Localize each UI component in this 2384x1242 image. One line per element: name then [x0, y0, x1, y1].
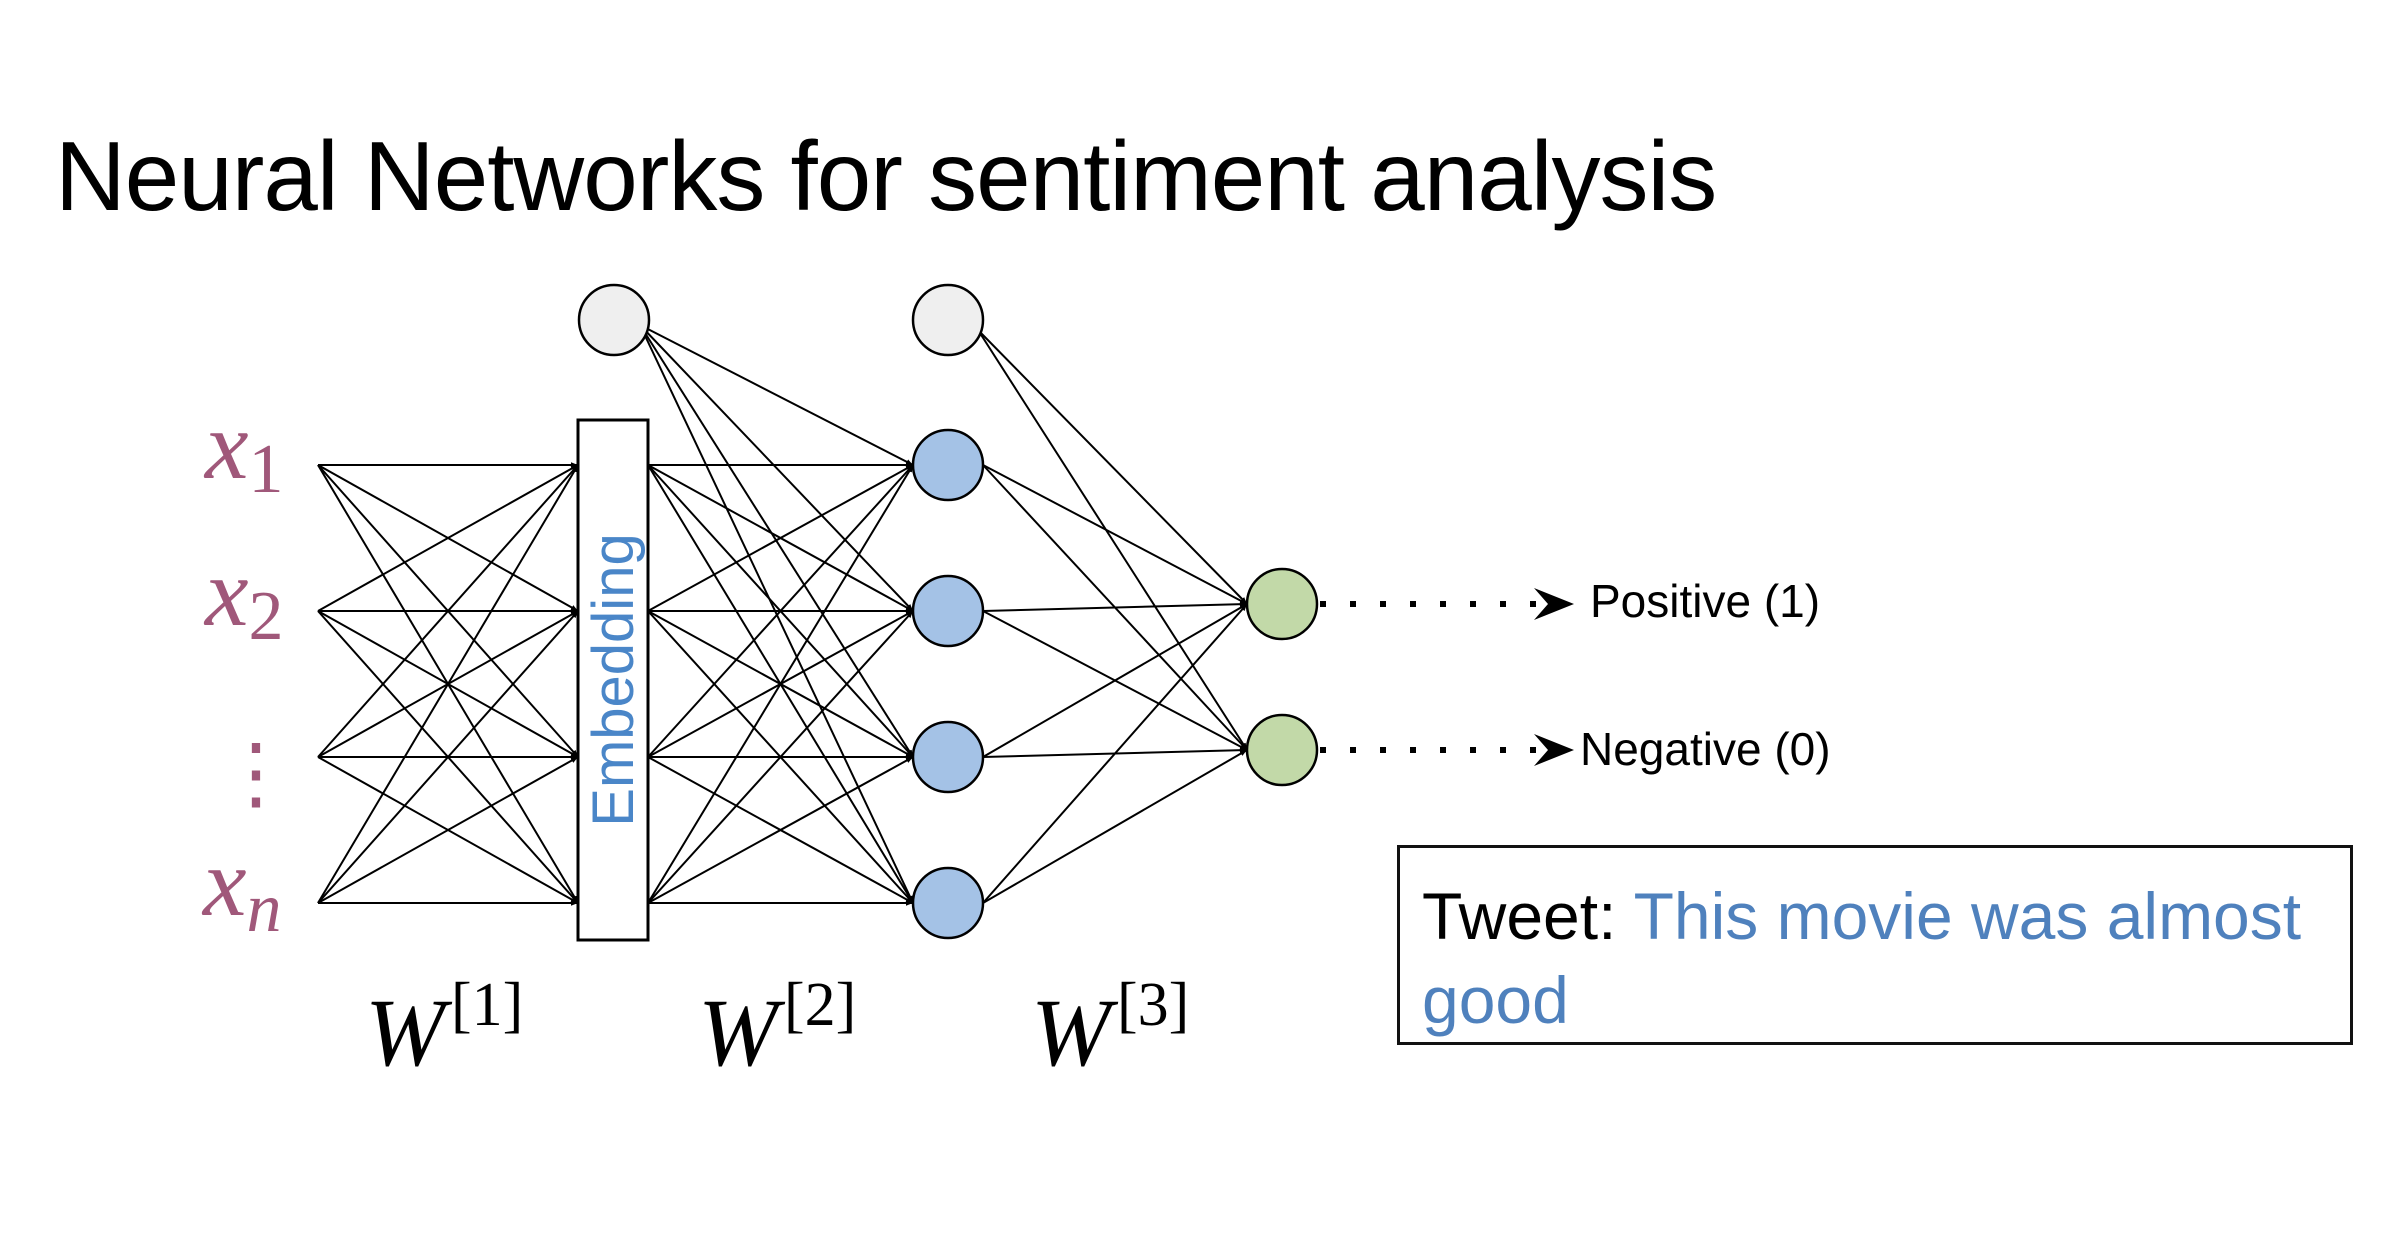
- output-node-positive: [1245, 567, 1319, 641]
- edge-w3: [977, 329, 1248, 751]
- edge-w1: [317, 610, 579, 904]
- edge-w3: [982, 603, 1248, 904]
- hidden-node-4: [911, 866, 985, 940]
- input-x2-base: x: [203, 539, 249, 647]
- input-x1-label: x1: [203, 392, 284, 508]
- edge-w1: [317, 756, 579, 904]
- weight-3-sup: [3]: [1117, 971, 1189, 1039]
- positive-label: Positive (1): [1590, 575, 1820, 627]
- weight-2-base: W: [698, 979, 786, 1086]
- edge-w3: [977, 329, 1248, 605]
- input-x2-label: x2: [203, 539, 284, 655]
- hidden-node-3: [911, 720, 985, 794]
- input-x2-sub: 2: [249, 578, 284, 655]
- input-xn-sub: n: [247, 870, 282, 947]
- tweet-text: This movie was almost good: [1422, 879, 2302, 1037]
- input-xn-label: xn: [201, 829, 282, 947]
- tweet-label: Tweet:: [1422, 879, 1617, 953]
- edge-w2: [647, 464, 914, 758]
- embedding-layer: [576, 418, 650, 942]
- tweet-box: Tweet: This movie was almost good: [1397, 845, 2353, 1045]
- edge-w1: [317, 464, 579, 758]
- edge-w3: [982, 601, 1248, 612]
- edge-w3: [982, 749, 1248, 904]
- edge-w2: [639, 324, 914, 466]
- weight-label-1: W[1]: [365, 971, 523, 1086]
- weight-2-sup: [2]: [784, 971, 856, 1039]
- edge-w2: [647, 756, 914, 904]
- hidden-node-1: [911, 428, 985, 502]
- connection-edges: [317, 324, 1248, 906]
- edge-w2: [647, 464, 914, 904]
- edge-w2: [647, 464, 914, 612]
- hidden-node-2: [911, 574, 985, 648]
- input-ellipsis: ⋮: [216, 730, 296, 818]
- embedding-label: Embedding: [581, 533, 646, 826]
- edge-w2: [647, 610, 914, 904]
- bias-node-2: [911, 283, 985, 357]
- weight-label-3: W[3]: [1031, 971, 1189, 1086]
- weight-1-base: W: [365, 979, 453, 1086]
- edge-w3: [982, 603, 1248, 758]
- edge-w1: [317, 464, 579, 904]
- weight-1-sup: [1]: [451, 971, 523, 1039]
- input-x1-sub: 1: [249, 431, 284, 508]
- input-xn-base: x: [201, 829, 247, 937]
- edge-w1: [317, 464, 579, 612]
- slide-title: Neural Networks for sentiment analysis: [55, 121, 1717, 231]
- input-x1-base: x: [203, 392, 249, 500]
- output-node-negative: [1245, 713, 1319, 787]
- bias-node-1: [577, 283, 651, 357]
- weight-3-base: W: [1031, 979, 1119, 1086]
- weight-label-2: W[2]: [698, 971, 856, 1086]
- negative-label: Negative (0): [1580, 723, 1831, 775]
- edge-w2: [639, 324, 914, 612]
- edge-w3: [982, 464, 1248, 605]
